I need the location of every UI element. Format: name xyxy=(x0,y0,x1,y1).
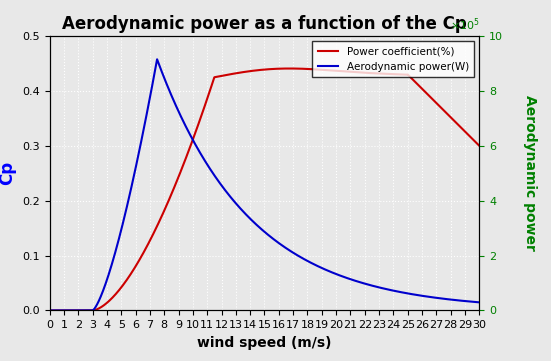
Text: $\times10^5$: $\times10^5$ xyxy=(450,17,479,33)
Aerodynamic power(W) xyxy=(385,287,392,292)
Aerodynamic power(W) xyxy=(46,308,53,313)
Power coefficient(%) xyxy=(463,131,470,136)
Power coefficient(%) xyxy=(464,131,471,136)
Line: Aerodynamic power(W): Aerodynamic power(W) xyxy=(50,59,479,310)
Aerodynamic power(W) xyxy=(476,300,483,305)
Aerodynamic power(W) xyxy=(68,308,75,313)
Aerodynamic power(W) xyxy=(154,57,160,61)
Power coefficient(%) xyxy=(255,68,262,72)
Aerodynamic power(W) xyxy=(256,225,262,229)
Aerodynamic power(W) xyxy=(244,214,251,218)
Power coefficient(%) xyxy=(476,144,483,148)
Y-axis label: Aerodynamic power: Aerodynamic power xyxy=(522,95,537,251)
Title: Aerodynamic power as a function of the Cp: Aerodynamic power as a function of the C… xyxy=(62,15,467,33)
Power coefficient(%) xyxy=(68,308,75,313)
Aerodynamic power(W) xyxy=(463,299,470,303)
Line: Power coefficient(%): Power coefficient(%) xyxy=(50,69,479,310)
Aerodynamic power(W) xyxy=(464,299,471,304)
Power coefficient(%) xyxy=(244,69,251,74)
Legend: Power coefficient(%), Aerodynamic power(W): Power coefficient(%), Aerodynamic power(… xyxy=(312,41,474,77)
Y-axis label: Cp: Cp xyxy=(0,161,17,185)
X-axis label: wind speed (m/s): wind speed (m/s) xyxy=(197,336,332,350)
Power coefficient(%) xyxy=(286,66,293,71)
Power coefficient(%) xyxy=(46,308,53,313)
Power coefficient(%) xyxy=(385,72,392,76)
